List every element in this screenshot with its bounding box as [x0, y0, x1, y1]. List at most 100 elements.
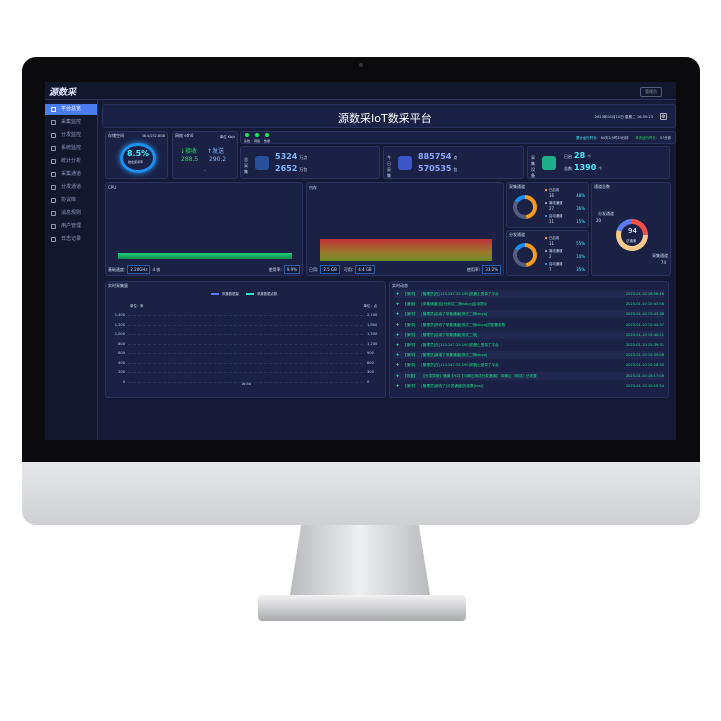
left-tick: 400	[118, 360, 125, 365]
status-light-icon	[245, 133, 249, 137]
disk-usage: 38.4/252.8GB	[141, 134, 165, 138]
realtime-chart-card: 实时采集量 采集数据量 采集数据点数 单位：条 单位：点 16:58 1,400…	[105, 281, 386, 398]
sidebar-item[interactable]: 协议库	[45, 195, 97, 206]
gridline	[128, 381, 363, 383]
event-tag: 【操作】	[403, 353, 418, 358]
sidebar-item[interactable]: 用户管理	[45, 221, 97, 232]
network-unit: 单位 Kb/s	[219, 134, 235, 139]
logo: 源数采	[49, 88, 77, 98]
today-label: 今日采集	[387, 155, 391, 178]
channel-total-caption: 总通道	[626, 239, 637, 243]
network-dash: -	[204, 168, 206, 173]
top-bar: 源数采 管理员	[45, 82, 676, 100]
runtime-row: 累计运行时长: 64天2小时33分钟 本次运行时长: 57分钟	[576, 135, 671, 140]
right-tick: 600	[367, 360, 374, 365]
admin-button[interactable]: 管理员	[640, 87, 662, 97]
sidebar-item[interactable]: 采集通道	[45, 169, 97, 180]
fullscreen-icon[interactable]: ⚙	[660, 113, 667, 120]
event-time: 2023-01-10 15:43:38	[625, 312, 664, 317]
channel-row-label: 已启用	[549, 188, 560, 192]
sidebar-item-label: 采集监控	[61, 119, 82, 125]
left-tick: 1,400	[114, 313, 125, 317]
event-row[interactable]: ✚ 【操作】 [管理员]启用了采集通道[测试二测tsbyq] 2023-01-10 1…	[394, 310, 664, 319]
collect-label: 采集通道	[652, 253, 668, 258]
event-row[interactable]: ✚ 【恢复】 【分发异常】通道【91】【与确云测试分发通道】 向确云（测试）已恢复 2…	[394, 371, 664, 380]
network-title: 网络 eth0	[175, 133, 194, 138]
sidebar-item[interactable]: 分发通道	[45, 182, 97, 193]
gridline	[128, 372, 363, 373]
event-row[interactable]: ✚ 【通道】 [采集通道]自[分测试二测tsbyq]启动提示 2023-01-10 1…	[394, 300, 664, 308]
event-tag: 【恢复】	[403, 373, 418, 378]
today-points: 885754	[418, 152, 452, 161]
menu-icon	[51, 224, 56, 229]
event-text: [采集通道]自[分测试二测tsbyq]启动提示	[421, 302, 488, 307]
disk-card: 存储空间 38.4/252.8GB 8.5% 磁盘使用率	[105, 131, 168, 179]
plus-icon: ✚	[396, 302, 400, 307]
event-text: 【分发异常】通道【91】【与确云测试分发通道】 向确云（测试）已恢复	[421, 373, 537, 378]
unit: 点	[453, 155, 458, 160]
channel-row-pct: 48%	[576, 193, 585, 198]
menu-icon	[51, 172, 56, 177]
memory-title: 内存	[309, 185, 317, 190]
enabled-row: 已启 28 个	[564, 151, 591, 160]
today-packets: 570535	[418, 164, 452, 173]
sidebar-item[interactable]: 平台总览	[45, 104, 97, 115]
event-tag: 【操作】	[403, 332, 418, 337]
event-tag: 【操作】	[403, 312, 418, 317]
events-list: ✚ 【操作】 [管理员]在[113.247.25.190]机器上登录了平台 2023-…	[390, 290, 668, 395]
today-packets-row: 570535 包	[418, 164, 457, 173]
sidebar-item[interactable]: 分发监控	[45, 130, 97, 141]
channel-total-value: 94	[628, 227, 637, 235]
dashboard-screen: 源数采 管理员 平台总览 采集监控 分发监控 系统监控 统计分析 采集通道 分发通道 协议库消…	[45, 82, 676, 440]
menu-icon	[51, 159, 56, 164]
legend-dot-icon	[545, 237, 547, 239]
event-time: 2023-01-10 15:15:54	[625, 383, 664, 388]
right-tick: 900	[367, 351, 374, 355]
events-card: 实时动态 ✚ 【操作】 [管理员]在[113.247.25.190]机器上登录了平台…	[389, 281, 669, 398]
event-row[interactable]: ✚ 【操作】 [管理员]启用了采集通道[测试二测] 2023-01-10 15:40:…	[394, 330, 664, 339]
legend-item[interactable]: 采集数据量	[222, 292, 239, 296]
monitor-stand	[290, 525, 430, 595]
sidebar-item-label: 日志记录	[61, 236, 82, 242]
cpu-speed-row: 基础速度: 2.20GHz 4 核	[108, 265, 160, 274]
event-row[interactable]: ✚ 【操作】 [管理员]在[113.247.25.190]机器上登录了平台 2023-…	[394, 341, 664, 349]
sidebar-item-label: 系统监控	[61, 145, 82, 151]
legend-dot-icon	[545, 189, 547, 191]
plus-icon: ✚	[396, 332, 400, 337]
sidebar-item[interactable]: 系统监控	[45, 143, 97, 154]
plus-icon: ✚	[396, 353, 400, 358]
left-axis-unit: 单位：条	[130, 304, 144, 308]
event-row[interactable]: ✚ 【操作】 [管理员]新增了采集通道[测试二测tsbyq] 2023-01-10 1…	[394, 351, 664, 360]
event-text: [管理员]修改了[分发通道]的参数[test]	[421, 383, 484, 388]
status-light-icon	[265, 133, 269, 137]
devices-label: 采集设备	[531, 155, 535, 178]
channel-row-label: 已启用	[549, 236, 560, 240]
sidebar-item-label: 协议库	[61, 197, 77, 203]
left-tick: 1,000	[114, 332, 125, 336]
legend-dot-icon	[545, 202, 547, 204]
event-row[interactable]: ✚ 【操作】 [管理员]修改了采集通道[测试二测tsbyq]的配置参数 2023-01…	[394, 321, 664, 329]
plus-icon: ✚	[396, 373, 400, 378]
event-row[interactable]: ✚ 【操作】 [管理员]在[113.247.25.190]机器上登录了平台 2023-…	[394, 290, 664, 298]
device-icon	[542, 156, 556, 170]
runtime-value: 64天2小时33分钟	[600, 136, 629, 140]
disk-caption: 磁盘使用率	[128, 160, 144, 164]
collect-channels-card: 采集通道 已启用 16 48% 离线通道 27 36% 启动通道 11 15%	[506, 182, 589, 228]
session-label: 本次运行时长:	[635, 136, 657, 140]
legend-item[interactable]: 采集数据点数	[256, 292, 278, 296]
sidebar-item[interactable]: 采集监控	[45, 117, 97, 128]
sidebar-item[interactable]: 消息规则	[45, 208, 97, 219]
sidebar-item-label: 采集通道	[61, 171, 82, 177]
sidebar-item[interactable]: 日志记录	[45, 234, 97, 245]
memory-used: 2.5 GB	[320, 265, 340, 274]
network-card: 网络 eth0 单位 Kb/s ↓接收 ↑发送 288.5 290.2 -	[172, 131, 238, 179]
dist-channels-card: 分发通道 已启用 11 55% 离线通道 2 10% 启动通道 7 35%	[506, 230, 589, 276]
menu-icon	[51, 133, 56, 138]
right-tick: 1,200	[367, 341, 378, 346]
event-row[interactable]: ✚ 【操作】 [管理员]在[113.247.25.190]机器上登录了平台 2023-…	[394, 361, 664, 369]
chart-legend: 采集数据量 采集数据点数	[211, 291, 277, 296]
plus-icon: ✚	[396, 383, 400, 388]
sidebar-item[interactable]: 统计分析	[45, 156, 97, 167]
event-row[interactable]: ✚ 【操作】 [管理员]修改了[分发通道]的参数[test] 2023-01-10 1…	[394, 382, 664, 390]
devices-total: 1390	[574, 163, 597, 172]
